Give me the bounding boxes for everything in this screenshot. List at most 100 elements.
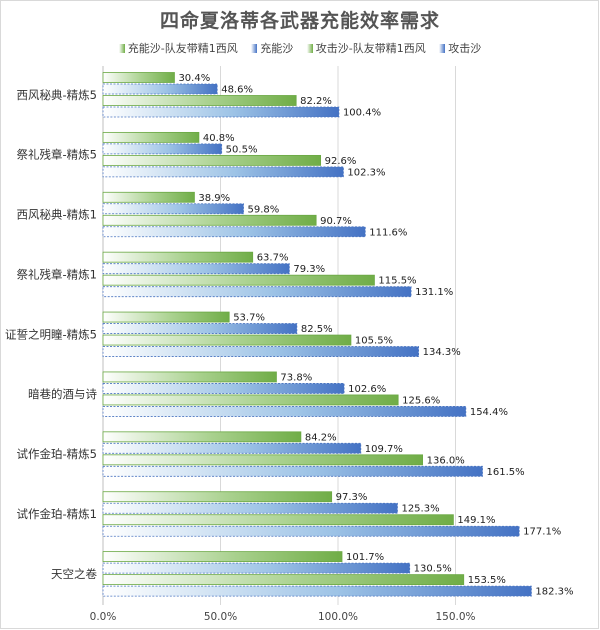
bar-1-2: [102, 154, 322, 166]
bar-8-0: [102, 551, 343, 563]
value-label-4-0: 53.7%: [233, 313, 265, 324]
bar-5-3: [102, 406, 467, 417]
bar-4-1: [102, 323, 298, 334]
value-label-2-2: 90.7%: [320, 216, 352, 227]
value-label-1-0: 40.8%: [203, 133, 235, 144]
value-label-2-3: 111.6%: [369, 227, 407, 238]
category-label-5: 暗巷的酒与诗: [28, 387, 97, 401]
value-label-0-0: 30.4%: [178, 73, 210, 84]
bar-6-0: [102, 431, 302, 443]
bar-6-3: [102, 465, 483, 477]
category-label-1: 祭礼残章-精炼5: [17, 148, 97, 162]
value-label-7-3: 177.1%: [523, 527, 561, 538]
value-label-0-3: 100.4%: [343, 108, 381, 119]
bar-4-0: [102, 311, 230, 323]
category-label-6: 试作金珀-精炼5: [17, 447, 97, 461]
legend-item-3: 攻击沙: [439, 40, 481, 56]
bar-0-1: [102, 83, 218, 95]
x-tick-label-3: 150.0%: [435, 611, 475, 623]
bar-0-2: [102, 95, 297, 106]
value-label-8-1: 130.5%: [414, 564, 452, 575]
value-label-6-3: 161.5%: [487, 467, 525, 478]
bar-3-3: [102, 286, 412, 298]
legend-item-1: 充能沙: [251, 40, 293, 56]
chart-title: 四命夏洛蒂各武器充能效率需求: [159, 10, 440, 32]
value-label-4-1: 82.5%: [301, 324, 333, 335]
value-label-0-1: 48.6%: [221, 85, 253, 96]
value-label-2-1: 59.8%: [248, 204, 280, 215]
bar-2-2: [102, 214, 317, 226]
bar-2-3: [102, 226, 366, 238]
legend-label-2: 攻击沙-队友带精1西风: [315, 42, 426, 55]
bar-7-1: [102, 502, 398, 514]
category-label-2: 西风秘典-精炼1: [17, 208, 97, 222]
category-label-8: 天空之卷: [51, 567, 97, 581]
label-layer: 0.0% 50.0% 100.0% 150.0% 西风秘典-精炼5 30.4% 48.6% 8…: [5, 73, 574, 623]
category-label-7: 试作金珀-精炼1: [17, 507, 97, 521]
value-label-7-2: 149.1%: [457, 515, 495, 526]
value-label-4-3: 134.3%: [423, 347, 461, 358]
value-label-5-3: 154.4%: [470, 407, 508, 418]
bar-8-3: [102, 585, 532, 597]
value-label-5-0: 73.8%: [280, 372, 312, 383]
bar-5-0: [102, 371, 277, 383]
bar-1-0: [102, 131, 200, 143]
value-label-2-0: 38.9%: [198, 193, 230, 204]
value-label-7-0: 97.3%: [336, 492, 368, 503]
value-label-3-0: 63.7%: [257, 253, 289, 264]
value-label-8-0: 101.7%: [346, 552, 384, 563]
value-label-3-1: 79.3%: [293, 264, 325, 275]
legend-item-2: 攻击沙-队友带精1西风: [306, 40, 426, 56]
bar-8-2: [102, 574, 465, 586]
value-label-1-1: 50.5%: [226, 144, 258, 155]
value-label-5-1: 102.6%: [348, 384, 386, 395]
legend-label-0: 充能沙-队友带精1西风: [127, 42, 238, 55]
legend-label-3: 攻击沙: [448, 42, 482, 55]
value-label-3-3: 131.1%: [415, 287, 453, 298]
value-label-3-2: 115.5%: [378, 276, 416, 287]
bar-3-1: [102, 263, 290, 275]
bar-layer: [102, 72, 532, 597]
legend-item-0: 充能沙-队友带精1西风: [118, 40, 238, 56]
bar-3-2: [102, 274, 375, 286]
legend-swatch-2: [306, 44, 313, 53]
category-label-3: 祭礼残章-精炼1: [17, 267, 97, 281]
value-label-8-2: 153.5%: [468, 575, 506, 586]
bar-4-2: [102, 334, 352, 346]
x-tick-label-1: 50.0%: [204, 611, 237, 623]
value-label-0-2: 82.2%: [300, 96, 332, 107]
chart-legend: 充能沙-队友带精1西风 充能沙 攻击沙-队友带精1西风 攻击沙: [0, 40, 600, 56]
bar-2-0: [102, 191, 195, 203]
bar-4-3: [102, 346, 420, 357]
bar-7-2: [102, 514, 454, 526]
legend-swatch-1: [251, 44, 258, 53]
bar-1-1: [102, 143, 223, 155]
value-label-5-2: 125.6%: [402, 395, 440, 406]
value-label-7-1: 125.3%: [401, 504, 439, 515]
x-tick-label-2: 100.0%: [318, 611, 358, 623]
value-label-6-0: 84.2%: [305, 432, 337, 443]
bar-7-0: [102, 491, 333, 503]
value-label-4-2: 105.5%: [355, 336, 393, 347]
legend-label-1: 充能沙: [260, 42, 294, 55]
bar-5-2: [102, 394, 399, 406]
legend-swatch-3: [439, 44, 446, 53]
bar-6-2: [102, 454, 424, 466]
value-label-6-2: 136.0%: [427, 455, 465, 466]
bar-0-0: [102, 72, 175, 83]
value-label-8-3: 182.3%: [535, 587, 573, 598]
value-label-1-2: 92.6%: [325, 156, 357, 167]
value-label-1-3: 102.3%: [347, 167, 385, 178]
bar-7-3: [102, 525, 520, 537]
category-label-0: 西风秘典-精炼5: [17, 88, 97, 102]
bar-5-1: [102, 383, 345, 394]
legend-swatch-0: [118, 44, 125, 53]
bar-0-3: [102, 106, 340, 118]
bar-6-1: [102, 442, 362, 454]
bar-1-3: [102, 166, 344, 178]
bar-8-1: [102, 562, 411, 574]
category-label-4: 证誓之明瞳-精炼5: [5, 327, 97, 341]
bar-2-1: [102, 203, 244, 215]
